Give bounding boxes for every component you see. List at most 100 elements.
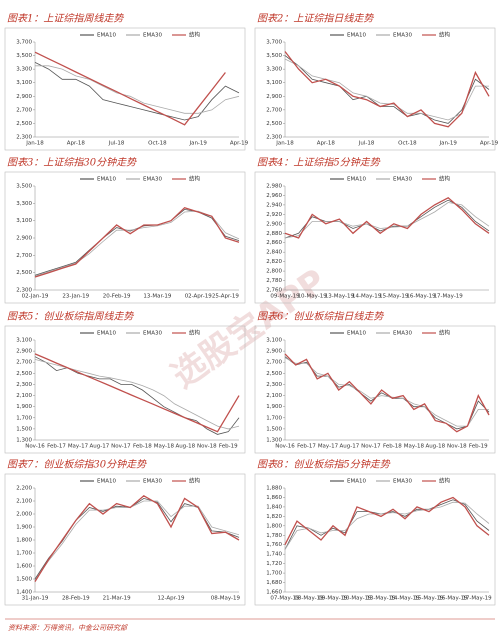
x-tick-label: 09-May-19 <box>318 596 348 602</box>
x-tick-label: Apr-19 <box>230 141 249 147</box>
y-tick-label: 1,880 <box>266 486 282 492</box>
x-tick-label: 13-May-19 <box>366 596 396 602</box>
legend-label: 结构 <box>189 477 201 485</box>
chart-frame <box>254 171 496 304</box>
series-line <box>34 353 240 433</box>
y-tick-label: 2,860 <box>266 240 282 246</box>
y-tick-label: 2,900 <box>16 236 32 242</box>
y-tick-label: 1,300 <box>266 438 282 444</box>
x-tick-label: Jan-18 <box>275 141 294 147</box>
y-tick-label: 2,760 <box>266 288 282 294</box>
y-tick-label: 1,720 <box>266 561 282 567</box>
y-tick-label: 1,760 <box>266 542 282 548</box>
series-line <box>284 55 490 124</box>
x-tick-label: 08-May-19 <box>294 596 324 602</box>
x-tick-label: Nov-17 <box>361 444 381 450</box>
y-tick-label: 2,900 <box>266 94 282 100</box>
y-tick-label: 3,100 <box>266 338 282 344</box>
y-tick-label: 2,880 <box>266 231 282 237</box>
y-tick-label: 3,300 <box>266 67 282 73</box>
chart-title: 图表6：创业板综指日线走势 <box>257 311 384 323</box>
y-tick-label: 1,500 <box>16 426 32 432</box>
y-tick-label: 3,100 <box>16 338 32 344</box>
x-tick-label: 09-May-19 <box>270 294 300 300</box>
x-tick-label: Nov-18 <box>447 444 467 450</box>
x-tick-label: 16-May-19 <box>438 596 468 602</box>
x-tick-label: 23-Jan-19 <box>62 294 89 300</box>
series-line <box>34 62 240 121</box>
y-tick-label: 2,300 <box>266 135 282 141</box>
legend-label: EMA30 <box>143 331 162 337</box>
legend-label: EMA10 <box>97 331 116 337</box>
chart-title: 图表1：上证综指周线走势 <box>7 13 124 25</box>
x-tick-label: Jan-18 <box>25 141 44 147</box>
y-tick-label: 2,820 <box>266 259 282 265</box>
x-tick-label: 10-May-19 <box>342 596 372 602</box>
legend-label: 结构 <box>189 175 201 183</box>
y-tick-label: 2,300 <box>16 288 32 294</box>
legend-label: EMA30 <box>143 479 162 485</box>
chart-frame <box>254 27 496 151</box>
legend-label: EMA30 <box>143 33 162 39</box>
series-line <box>34 51 226 126</box>
source-note: 资料来源：万得资讯，中金公司研究部 <box>8 624 128 632</box>
y-tick-label: 2,100 <box>266 393 282 399</box>
chart-frame <box>4 473 246 606</box>
y-tick-label: 3,300 <box>16 67 32 73</box>
x-tick-label: 14-May-19 <box>352 294 382 300</box>
series-line <box>284 501 490 550</box>
legend-label: EMA10 <box>97 177 116 183</box>
y-tick-label: 2,940 <box>266 202 282 208</box>
y-tick-label: 1,820 <box>266 514 282 520</box>
x-tick-label: 14-May-19 <box>390 596 420 602</box>
y-tick-label: 2,300 <box>16 135 32 141</box>
y-tick-label: 3,100 <box>16 218 32 224</box>
x-tick-label: Aug-18 <box>425 444 445 450</box>
x-tick-label: Feb-18 <box>383 444 402 450</box>
x-tick-label: 15-May-19 <box>414 596 444 602</box>
x-tick-label: Feb-17 <box>47 444 66 450</box>
series-line <box>284 357 489 427</box>
y-tick-label: 1,400 <box>16 590 32 596</box>
x-tick-label: 12-Apr-19 <box>157 596 185 602</box>
chart-frame <box>254 325 496 454</box>
series-line <box>34 208 240 276</box>
y-tick-label: 2,920 <box>266 212 282 218</box>
series-line <box>284 51 490 128</box>
y-tick-label: 1,900 <box>16 525 32 531</box>
x-tick-label: 10-May-19 <box>298 294 328 300</box>
legend-label: EMA30 <box>393 331 412 337</box>
y-tick-label: 3,100 <box>16 80 32 86</box>
x-tick-label: Jul-18 <box>358 141 375 147</box>
y-tick-label: 3,100 <box>266 80 282 86</box>
y-tick-label: 2,500 <box>16 121 32 127</box>
y-tick-label: 2,960 <box>266 193 282 199</box>
legend-label: 结构 <box>189 329 201 337</box>
y-tick-label: 1,700 <box>266 571 282 577</box>
x-tick-label: 17-May-19 <box>462 596 492 602</box>
y-tick-label: 2,900 <box>266 349 282 355</box>
y-tick-label: 1,780 <box>266 533 282 539</box>
y-tick-label: 2,700 <box>16 253 32 259</box>
series-line <box>284 197 490 239</box>
legend-label: EMA10 <box>97 479 116 485</box>
y-tick-label: 1,900 <box>16 404 32 410</box>
x-tick-label: Feb-17 <box>297 444 316 450</box>
x-tick-label: May-18 <box>404 444 425 450</box>
series-line <box>35 65 240 114</box>
legend-label: EMA10 <box>347 33 366 39</box>
legend-label: EMA30 <box>393 479 412 485</box>
y-tick-label: 3,500 <box>16 53 32 59</box>
series-line <box>284 58 489 121</box>
y-tick-label: 1,700 <box>16 415 32 421</box>
series-line <box>34 210 240 277</box>
x-tick-label: May-17 <box>318 444 339 450</box>
chart-frame <box>4 27 246 151</box>
y-tick-label: 2,900 <box>266 221 282 227</box>
x-tick-label: 13-May-19 <box>325 294 355 300</box>
y-tick-label: 3,500 <box>266 53 282 59</box>
x-tick-label: 08-May-19 <box>211 596 241 602</box>
y-tick-label: 1,680 <box>266 580 282 586</box>
y-tick-label: 2,200 <box>16 486 32 492</box>
